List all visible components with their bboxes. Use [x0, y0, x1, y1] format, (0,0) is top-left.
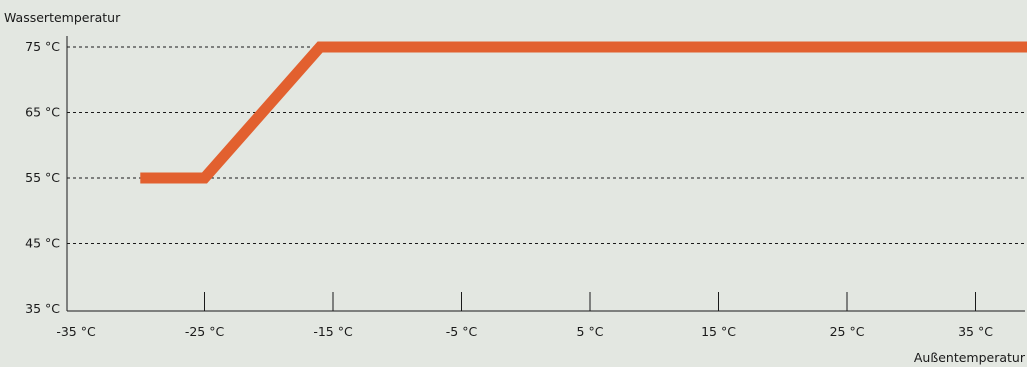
axis-labels: Wassertemperatur Außentemperatur [4, 10, 1026, 365]
y-tick-label: 45 °C [25, 236, 60, 251]
y-tick-label: 55 °C [25, 170, 60, 185]
axes: 35 °C 45 °C 55 °C 65 °C 75 °C -35 °C -25 °C -15… [25, 36, 1025, 339]
x-axis-title: Außentemperatur [914, 350, 1026, 365]
x-tick-label: 25 °C [830, 324, 865, 339]
grid-lines [67, 46, 1025, 244]
y-axis-title: Wassertemperatur [4, 10, 121, 25]
x-tick-label: -25 °C [185, 324, 225, 339]
x-tick-label: 15 °C [701, 324, 736, 339]
x-tick-label: -35 °C [56, 324, 96, 339]
series-group [140, 41, 1027, 184]
y-tick-label: 65 °C [25, 105, 60, 120]
x-tick-label: -5 °C [446, 324, 478, 339]
y-tick-label: 35 °C [25, 301, 60, 316]
series-line [140, 41, 1027, 184]
x-tick-label: 35 °C [958, 324, 993, 339]
x-tick-label: -15 °C [313, 324, 353, 339]
x-tick-label: 5 °C [577, 324, 604, 339]
y-tick-label: 75 °C [25, 39, 60, 54]
